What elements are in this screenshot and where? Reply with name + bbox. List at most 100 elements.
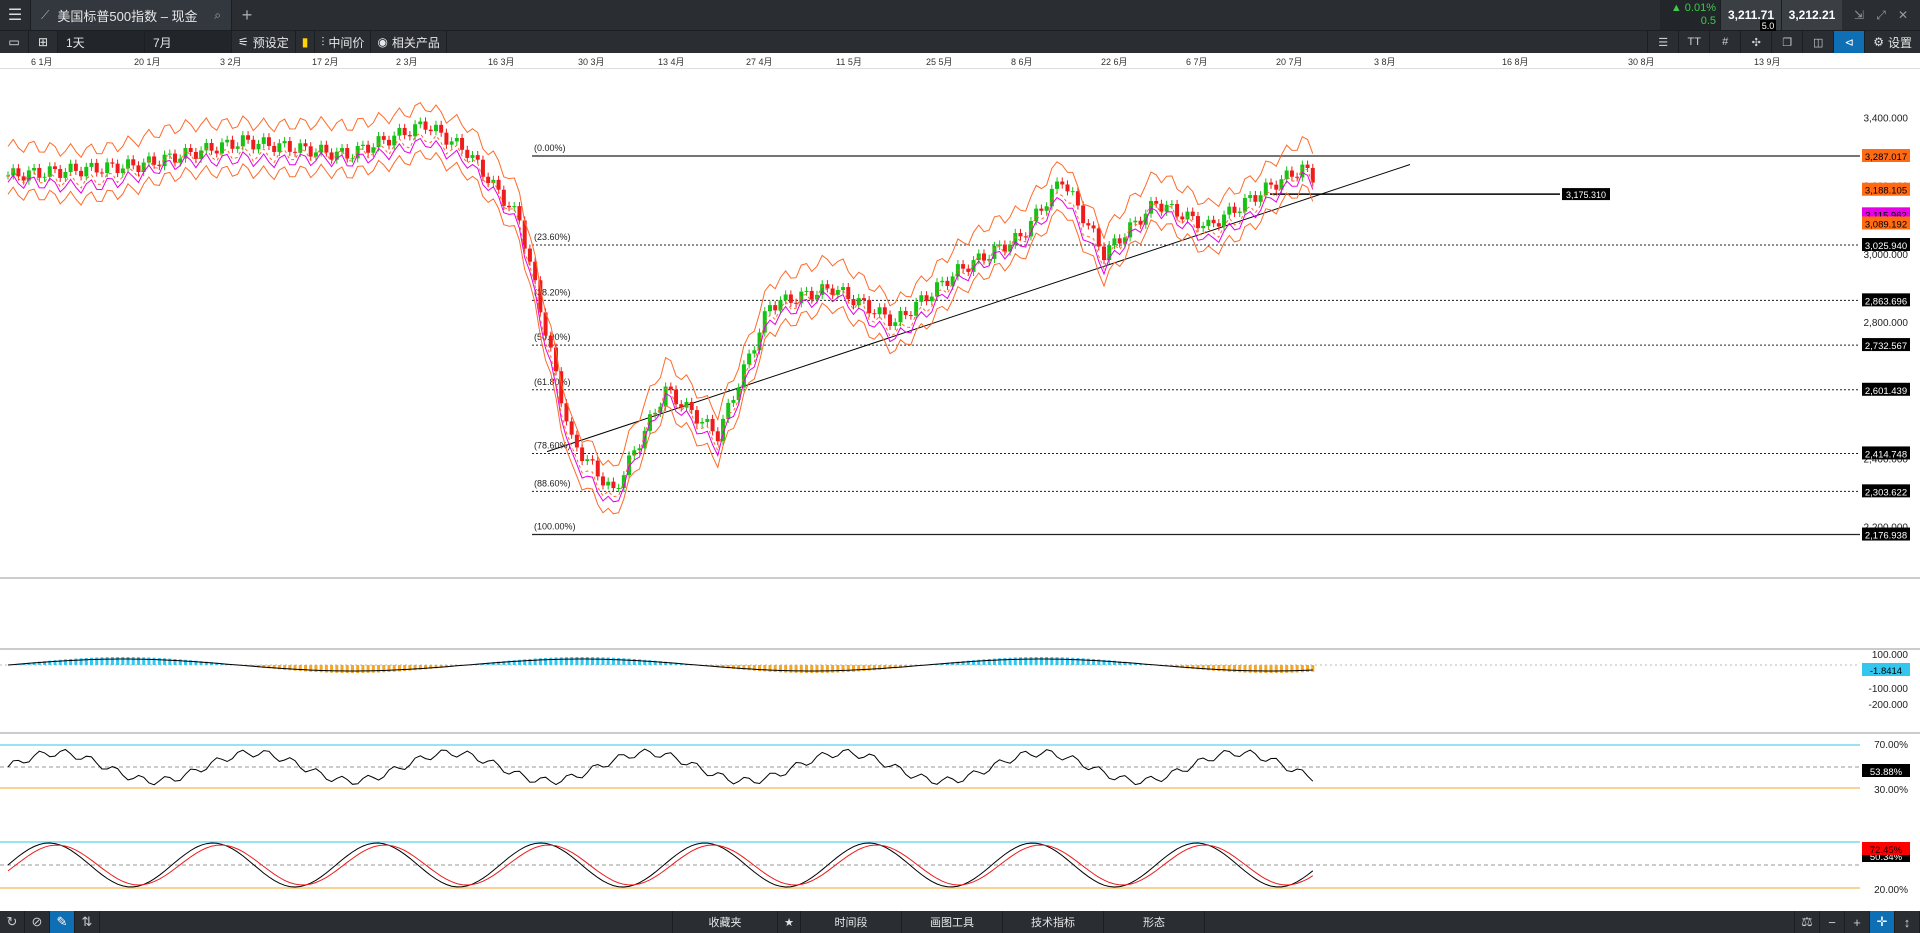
close-icon[interactable]: ✕ xyxy=(1897,8,1909,22)
candle-body xyxy=(360,144,365,146)
zoom-in-icon[interactable]: + xyxy=(1845,911,1870,933)
range-select[interactable]: 7月 xyxy=(145,31,232,53)
chart-tab[interactable]: ⟋ 美国标普500指数 – 现金 ⌕ xyxy=(31,0,232,30)
candle-body xyxy=(465,149,470,158)
candle-body xyxy=(856,298,861,306)
macd-histogram-bar xyxy=(638,659,642,665)
macd-histogram-bar xyxy=(972,660,976,665)
change-pct: ▲ 0.01% xyxy=(1670,2,1716,14)
macd-tick-label: -100.000 xyxy=(1869,684,1909,695)
rsi-panel[interactable]: 70.00% 30.00% 53.88% xyxy=(0,740,1910,796)
macd-histogram-bar xyxy=(768,665,772,672)
candle-body xyxy=(674,389,679,405)
candle-body xyxy=(350,158,355,160)
zoom-out-icon[interactable]: − xyxy=(1820,911,1845,933)
collapse-icon[interactable]: ⇲ xyxy=(1853,8,1865,22)
candle-body xyxy=(950,276,955,286)
presets-button[interactable]: ⚟ 预设定 xyxy=(232,31,296,53)
stochastic-panel[interactable]: 72.45%20.00%50.34%72.45% xyxy=(0,841,1910,896)
stoch-value-label: 72.45% xyxy=(1870,845,1903,856)
crosshair-icon[interactable]: ✣ xyxy=(1740,31,1771,53)
tab-indicators[interactable]: 技术指标 xyxy=(1002,911,1103,933)
timeframe-select[interactable]: 1天 xyxy=(58,31,145,53)
chart-type-button[interactable]: ▮ xyxy=(296,31,316,53)
candle-body xyxy=(762,311,767,333)
related-products-button[interactable]: ◉ 相关产品 xyxy=(371,31,447,53)
tab-favorites[interactable]: 收藏夹 xyxy=(672,911,777,933)
macd-histogram-bar xyxy=(570,657,574,665)
macd-histogram-bar xyxy=(1102,659,1106,665)
candle-body xyxy=(543,312,548,336)
tab-patterns[interactable]: 形态 xyxy=(1103,911,1205,933)
candle-body xyxy=(1034,208,1039,222)
sort-icon[interactable]: ⇅ xyxy=(75,911,100,933)
macd-histogram-bar xyxy=(303,665,307,672)
parabolic-sar-line xyxy=(7,132,1314,498)
sell-price-button[interactable]: 3,211.71 xyxy=(1720,0,1781,30)
tag-icon[interactable]: ⊲ xyxy=(1833,31,1865,53)
macd-histogram-bar xyxy=(617,657,621,665)
candle-body xyxy=(882,307,887,315)
candle-body xyxy=(966,268,971,272)
macd-histogram-bar xyxy=(403,665,407,672)
gridlines-icon[interactable]: # xyxy=(1709,31,1740,53)
macd-histogram-bar xyxy=(74,658,78,665)
candle-body xyxy=(1055,181,1060,189)
candle-body xyxy=(1065,184,1070,192)
candle-body xyxy=(867,300,872,314)
refresh-icon[interactable]: ↻ xyxy=(0,911,25,933)
macd-histogram-bar xyxy=(851,665,855,672)
price-chart[interactable]: (0.00%)(23.60%)(38.20%)(50.00%)(61.80%)(… xyxy=(0,68,1920,911)
camera-icon[interactable]: ◫ xyxy=(1802,31,1833,53)
macd-histogram-bar xyxy=(622,658,626,665)
search-icon[interactable]: ⌕ xyxy=(214,7,221,22)
candle-body xyxy=(407,135,412,137)
macd-histogram-bar xyxy=(549,657,553,665)
candle-body xyxy=(1190,211,1195,217)
maximize-icon[interactable]: ⤢ xyxy=(1876,7,1886,22)
macd-histogram-bar xyxy=(559,657,563,665)
candle-body xyxy=(173,153,178,163)
macd-histogram-bar xyxy=(1039,657,1043,665)
main-price-panel[interactable]: (0.00%)(23.60%)(38.20%)(50.00%)(61.80%)(… xyxy=(6,102,1860,536)
scale-icon[interactable]: ⚖ xyxy=(1794,911,1820,933)
star-icon[interactable]: ★ xyxy=(777,911,800,933)
settings-button[interactable]: ⚙ 设置 xyxy=(1864,31,1920,53)
macd-panel[interactable]: 100.000 -100.000 -200.000 -1.8414 xyxy=(0,650,1910,711)
candle-body xyxy=(470,155,475,158)
macd-histogram-bar xyxy=(178,659,182,665)
hamburger-icon[interactable]: ☰ xyxy=(0,0,31,30)
pencil-icon[interactable]: ✎ xyxy=(50,911,75,933)
macd-histogram-bar xyxy=(1232,665,1236,673)
title-bar: ☰ ⟋ 美国标普500指数 – 现金 ⌕ + ▲ 0.01% 0.5 3,211… xyxy=(0,0,1920,30)
macd-histogram-bar xyxy=(726,665,730,669)
tab-drawing-tools[interactable]: 画图工具 xyxy=(901,911,1002,933)
copy-icon[interactable]: ❐ xyxy=(1771,31,1802,53)
layout-icon[interactable]: ▭ xyxy=(0,31,29,53)
add-tab-button[interactable]: + xyxy=(241,4,253,25)
candle-body xyxy=(282,141,287,144)
macd-histogram-bar xyxy=(1107,660,1111,665)
macd-histogram-bar xyxy=(444,665,448,668)
text-size-icon[interactable]: TT xyxy=(1678,31,1709,53)
candle-body xyxy=(428,129,433,132)
fit-icon[interactable]: ↕ xyxy=(1895,911,1920,933)
buy-price-button[interactable]: 3,212.21 xyxy=(1781,0,1842,30)
disable-icon[interactable]: ⊘ xyxy=(25,911,50,933)
macd-histogram-bar xyxy=(512,660,516,665)
macd-histogram-bar xyxy=(366,665,370,673)
candle-body xyxy=(1211,219,1216,224)
macd-histogram-bar xyxy=(199,661,203,665)
list-icon[interactable]: ☰ xyxy=(1647,31,1678,53)
macd-histogram-bar xyxy=(862,665,866,672)
grid-layout-icon[interactable]: ⊞ xyxy=(29,31,58,53)
candle-body xyxy=(157,164,162,167)
macd-histogram-bar xyxy=(737,665,741,670)
tab-timeframes[interactable]: 时间段 xyxy=(800,911,901,933)
candle-body xyxy=(1044,206,1049,211)
candle-body xyxy=(533,261,538,281)
candle-body xyxy=(1013,232,1018,245)
crosshair-mode-icon[interactable]: ✛ xyxy=(1870,911,1895,933)
macd-histogram-bar xyxy=(825,665,829,673)
price-mode-button[interactable]: ⫶ 中间价 xyxy=(315,31,372,53)
